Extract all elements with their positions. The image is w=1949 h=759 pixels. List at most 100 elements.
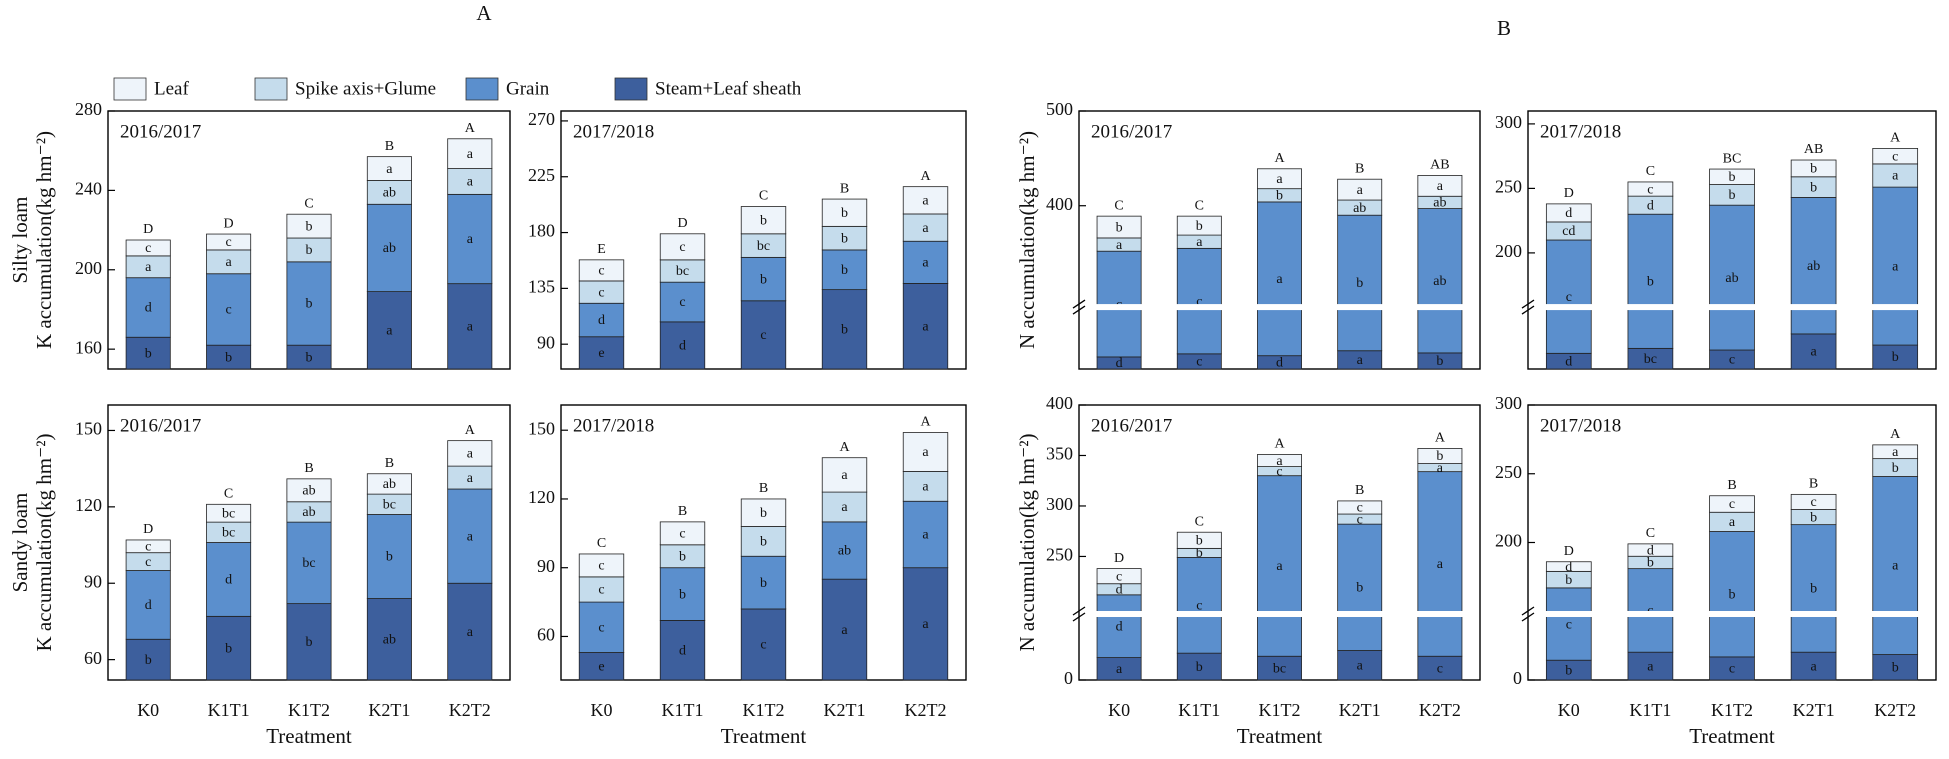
bar-segment [902,213,949,242]
y-tick-label: 0 [1513,668,1522,688]
significance-letter: b [760,506,767,521]
significance-letter: bc [1644,352,1657,367]
axis-break [1081,611,1478,617]
x-axis-title: Treatment [721,724,807,748]
bar-segment [1709,168,1755,185]
total-letter: C [597,536,606,551]
significance-letter: a [1647,659,1654,674]
panel-title: 2016/2017 [1091,121,1172,142]
significance-letter: c [1729,353,1735,368]
total-letter: B [678,504,687,519]
break-mark [1072,305,1086,315]
total-letter: A [1274,151,1285,166]
total-letter: A [920,415,931,430]
significance-letter: a [922,617,929,632]
total-letter: D [1564,186,1574,201]
y-tick-label: 150 [528,418,555,438]
significance-letter: d [1565,560,1572,575]
significance-letter: c [225,303,231,318]
significance-letter: a [922,528,929,543]
break-mark [1521,612,1535,622]
significance-letter: c [598,583,604,598]
bar-segment [1257,475,1302,657]
significance-letter: a [1892,169,1899,184]
bar-segment [659,620,706,681]
total-letter: E [597,242,606,257]
significance-letter: c [1437,661,1443,676]
legend-label: Steam+Leaf sheath [655,78,802,99]
y-tick-label: 90 [537,332,555,352]
y-tick-label: 240 [75,179,102,199]
significance-letter: d [679,643,686,658]
significance-letter: bc [222,506,235,521]
row-label: Silty loam [8,197,32,284]
panel-label: A [476,1,492,25]
x-tick-label: K2T1 [1339,700,1381,720]
significance-letter: b [841,231,848,246]
significance-letter: b [1196,546,1203,561]
bar-segment [1790,333,1837,370]
y-tick-label: 225 [528,165,555,185]
x-tick-label: K1T2 [1259,700,1301,720]
total-letter: A [1435,431,1446,446]
bar-segment [578,601,625,653]
bar-segment [821,289,868,370]
bar-segment [1417,175,1463,197]
y-axis-title: K accumulation(kg hm⁻²) [32,434,56,652]
significance-letter: d [598,313,605,328]
bar-segment [659,521,706,546]
x-tick-label: K2T1 [368,700,410,720]
significance-letter: b [679,587,686,602]
significance-letter: ab [383,632,396,647]
bar-segment [286,213,332,239]
significance-letter: b [1196,534,1203,549]
significance-letter: c [1196,599,1202,614]
bar-segment [659,321,706,370]
significance-letter: b [841,263,848,278]
significance-letter: c [760,328,766,343]
significance-letter: e [598,659,604,674]
bar-segment [366,514,412,599]
total-letter: B [759,481,768,496]
bar-segment [821,249,868,291]
significance-letter: b [1810,162,1817,177]
x-axis-title: Treatment [1237,724,1323,748]
significance-letter: a [1357,658,1364,673]
significance-letter: b [1647,274,1654,289]
x-tick-label: K1T1 [662,700,704,720]
x-tick-label: K1T1 [1178,700,1220,720]
bar-segment [286,521,332,605]
total-letter: B [1355,483,1364,498]
significance-letter: d [1565,354,1572,369]
significance-letter: c [679,295,685,310]
bar-segment [902,567,949,681]
significance-letter: c [1647,182,1653,197]
significance-letter: b [306,350,313,365]
bar-segment [447,168,493,195]
bar-segment [902,471,949,502]
x-tick-label: K2T1 [1793,700,1835,720]
total-letter: B [304,461,313,476]
total-letter: D [677,216,687,231]
bar-segment [1176,215,1222,236]
significance-letter: ab [1725,271,1738,286]
bar-segment [1545,587,1592,661]
bar-segment [206,233,252,251]
significance-letter: c [1276,464,1282,479]
significance-letter: b [1116,220,1123,235]
y-tick-label: 135 [528,277,555,297]
significance-letter: ab [302,484,315,499]
bar-segment [1176,652,1222,681]
significance-letter: b [1892,350,1899,365]
bar-segment [578,576,625,603]
y-tick-label: 280 [75,99,102,119]
bar-segment [1176,531,1222,549]
bar-segment [1872,148,1919,165]
x-tick-label: K0 [1558,700,1580,720]
break-mark [1072,612,1086,622]
bar-segment [447,193,493,285]
bar-segment [659,281,706,323]
significance-letter: a [386,162,393,177]
significance-letter: b [760,576,767,591]
bar-segment [447,582,493,681]
